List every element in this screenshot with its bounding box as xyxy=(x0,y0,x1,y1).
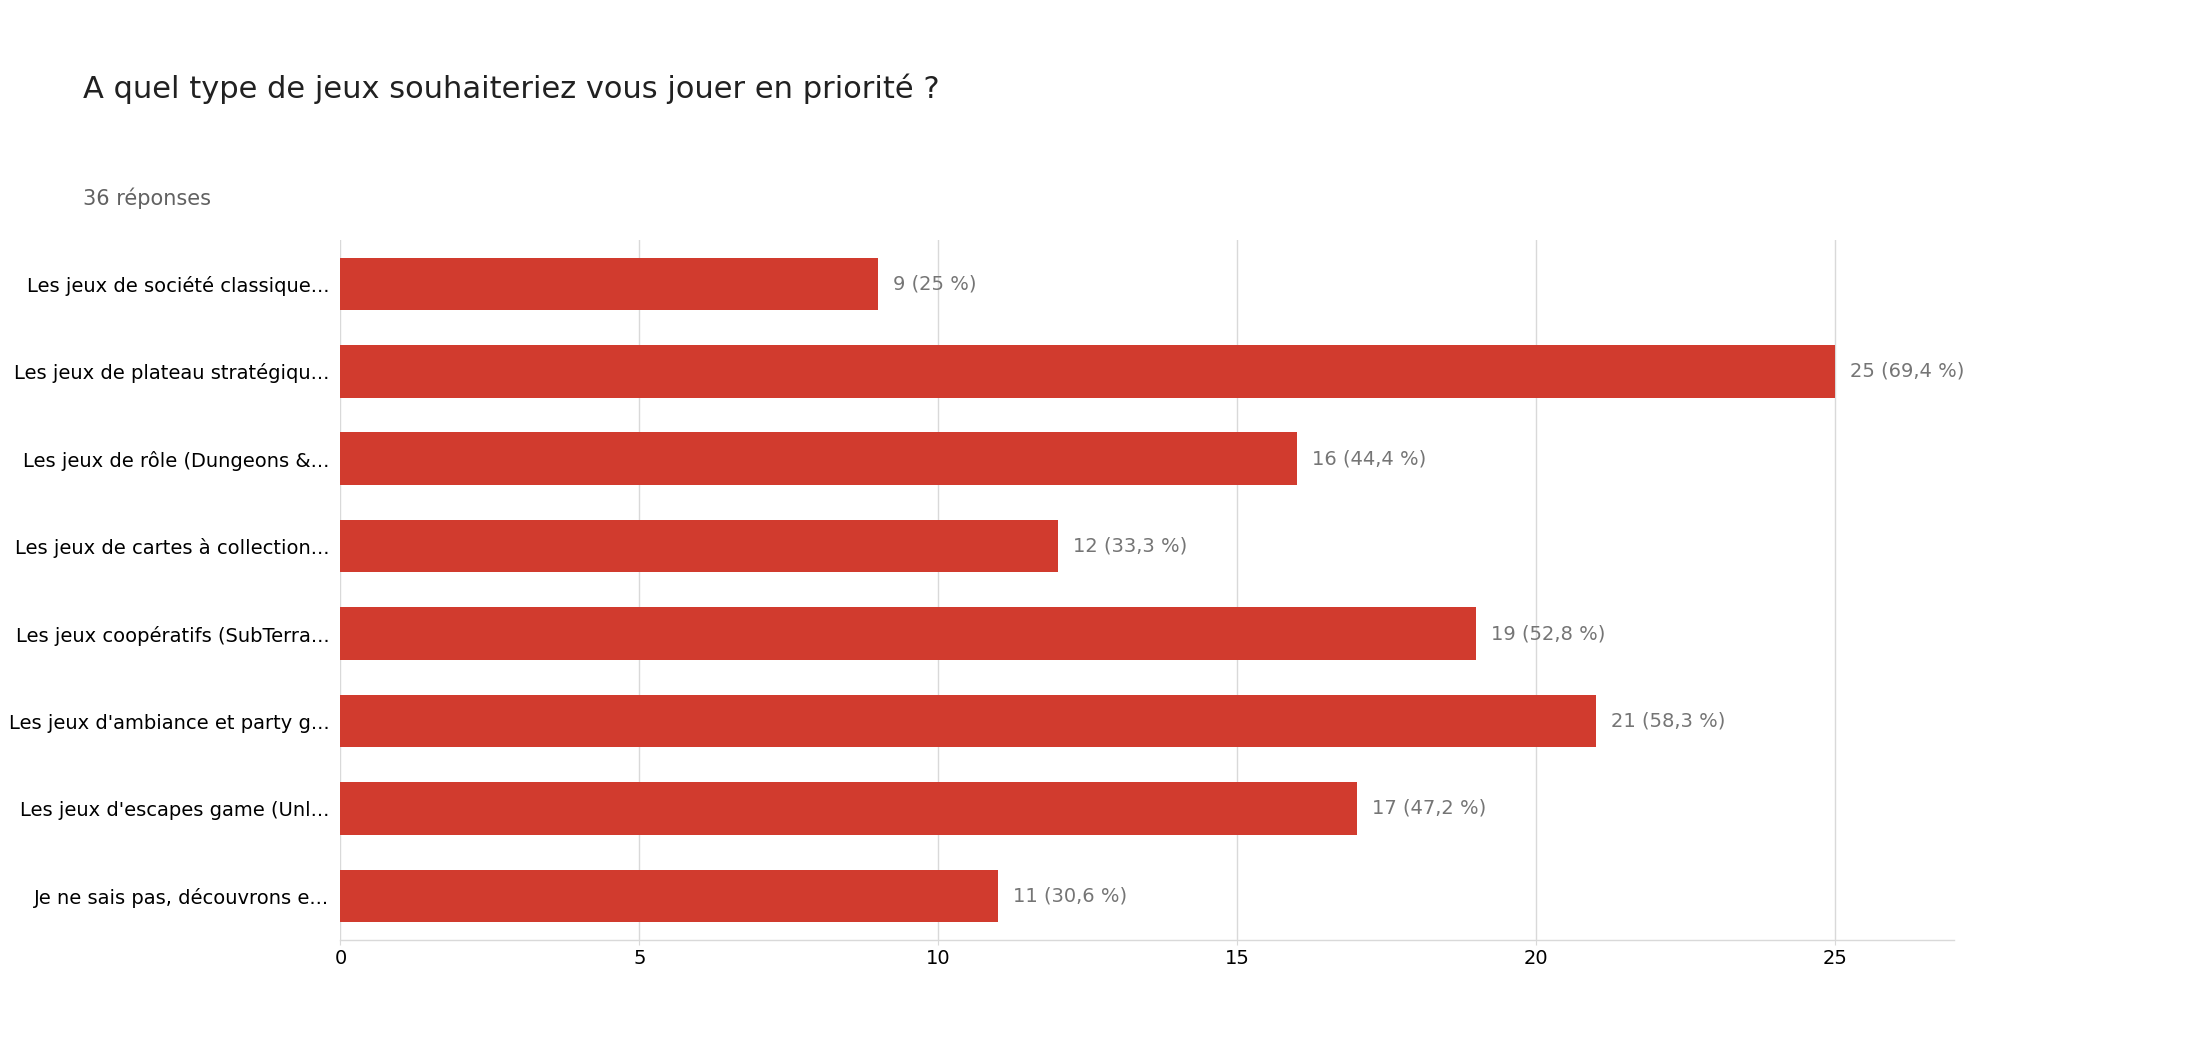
Bar xyxy=(340,345,1836,398)
Text: 25 (69,4 %): 25 (69,4 %) xyxy=(1849,362,1963,381)
Text: 21 (58,3 %): 21 (58,3 %) xyxy=(1610,712,1726,731)
Bar xyxy=(340,520,1058,572)
Text: 19 (52,8 %): 19 (52,8 %) xyxy=(1491,624,1605,643)
Bar xyxy=(340,695,1596,748)
Text: A quel type de jeux souhaiteriez vous jouer en priorité ?: A quel type de jeux souhaiteriez vous jo… xyxy=(83,73,940,103)
Text: 12 (33,3 %): 12 (33,3 %) xyxy=(1072,537,1186,555)
Bar xyxy=(340,608,1476,660)
Text: 17 (47,2 %): 17 (47,2 %) xyxy=(1372,799,1487,817)
Bar xyxy=(340,258,878,310)
Text: 9 (25 %): 9 (25 %) xyxy=(894,275,977,293)
Bar xyxy=(340,870,997,922)
Text: 11 (30,6 %): 11 (30,6 %) xyxy=(1012,886,1127,905)
Bar xyxy=(340,432,1298,484)
Text: 16 (44,4 %): 16 (44,4 %) xyxy=(1311,449,1425,468)
Bar xyxy=(340,782,1357,835)
Text: 36 réponses: 36 réponses xyxy=(83,188,211,210)
